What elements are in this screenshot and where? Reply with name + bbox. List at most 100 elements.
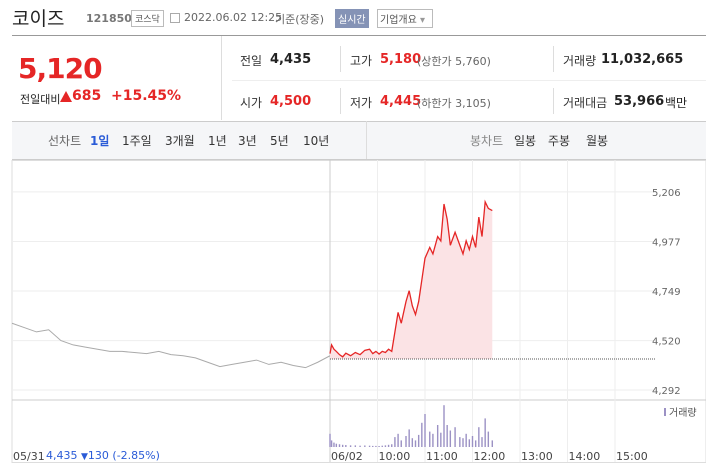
period-tab[interactable]: 10년 [303, 134, 330, 148]
volume-bar [417, 434, 420, 447]
volume-bar [436, 425, 439, 447]
volume-bar [381, 445, 383, 447]
up-arrow [60, 91, 72, 102]
info-unit: 백만 [665, 96, 688, 110]
info-value: 4,435 [270, 52, 312, 67]
divider [232, 80, 706, 81]
info-label: 거래대금 [563, 96, 608, 110]
period-tab[interactable]: 5년 [270, 134, 289, 148]
period-tab[interactable]: 3개월 [165, 134, 195, 148]
legend-label: 거래량 [669, 407, 697, 419]
tab-group-label: 선차트 [48, 134, 82, 148]
price-line [329, 199, 493, 358]
realtime-badge[interactable]: 실시간 [335, 9, 369, 28]
volume-bar [333, 442, 335, 447]
volume-bar [481, 437, 483, 447]
period-tab[interactable]: 3년 [238, 134, 257, 148]
volume-bar [400, 440, 402, 447]
calendar-icon [170, 13, 180, 23]
market-badge: 코스닥 [131, 10, 164, 27]
info-label: 시가 [240, 96, 263, 110]
info-label: 고가 [350, 54, 373, 68]
stock-code: 121850 [86, 12, 132, 25]
volume-bar [405, 436, 407, 447]
volume-bar [391, 444, 393, 447]
volume-bar [394, 437, 396, 447]
volume-bar [484, 418, 486, 447]
volume-bar [349, 445, 352, 447]
volume-bar [335, 443, 338, 447]
footer-quote: 4,435 ▼130 (-2.85%) [46, 449, 160, 462]
company-dropdown[interactable]: 기업개요 ▾ [377, 9, 433, 28]
separator [340, 46, 341, 72]
area-fill [330, 201, 493, 359]
info-value: 53,966 [614, 94, 665, 109]
candle-tab[interactable]: 월봉 [586, 134, 609, 148]
volume-bar [375, 445, 377, 447]
datetime: 2022.06.02 12:25 [184, 11, 283, 24]
price: 5,120 [18, 52, 103, 85]
y-tick-label: 4,749 [652, 287, 681, 298]
volume-bar [411, 438, 414, 447]
price-line [11, 322, 331, 369]
volume-bar [459, 437, 461, 447]
footer-price: 4,435 [46, 449, 78, 462]
volume-bar [368, 445, 371, 447]
volume-bar [408, 429, 410, 447]
x-tick-label: 11:00 [426, 450, 458, 463]
company-label: 기업개요 [380, 15, 417, 26]
period-tab[interactable]: 1일 [90, 134, 110, 148]
volume-bar [432, 433, 434, 447]
volume-bar [465, 433, 467, 447]
info-label: 거래량 [563, 54, 597, 68]
tab-group-label: 봉차트 [470, 134, 504, 148]
x-tick-label: 10:00 [379, 450, 411, 463]
info-label: 저가 [350, 96, 373, 110]
period-tab[interactable]: 1주일 [122, 134, 152, 148]
volume-bar [462, 438, 464, 447]
x-tick-label: 12:00 [474, 450, 506, 463]
period-tab[interactable]: 1년 [208, 134, 227, 148]
separator [553, 88, 554, 114]
y-tick-label: 5,206 [652, 188, 681, 199]
info-value: 4,500 [270, 94, 312, 109]
y-tick-label: 4,520 [652, 337, 681, 348]
change-label: 전일대비 [20, 93, 61, 106]
separator [366, 121, 367, 159]
x-tick-label: 14:00 [569, 450, 601, 463]
separator [340, 88, 341, 114]
volume-bar [424, 414, 426, 447]
info-value: 11,032,665 [601, 52, 684, 67]
candle-tab[interactable]: 일봉 [514, 134, 537, 148]
y-tick-label: 4,292 [652, 386, 681, 397]
legend-swatch [664, 408, 666, 416]
volume-bar [354, 445, 357, 447]
x-tick-label: 15:00 [616, 450, 648, 463]
candle-tab[interactable]: 주봉 [548, 134, 571, 148]
volume-bar [454, 427, 456, 447]
volume-bar [378, 446, 380, 447]
y-tick-label: 4,977 [652, 238, 681, 249]
volume-bar [468, 439, 471, 447]
volume-bar [372, 445, 374, 447]
volume-bar [478, 427, 480, 447]
info-label: 전일 [240, 54, 263, 68]
volume-bar [474, 440, 477, 447]
info-note: (하한가 3,105) [417, 97, 491, 110]
tab-bar [12, 121, 706, 160]
volume-bar [359, 445, 361, 447]
basis: 기준(장중) [275, 13, 325, 26]
price-panel [12, 36, 222, 120]
volume-bar [471, 436, 474, 447]
volume-bar [487, 431, 490, 447]
info-value: 4,445 [380, 94, 422, 109]
volume-bar [384, 445, 387, 447]
x-tick-label: 06/02 [331, 450, 363, 463]
volume-bar [338, 444, 341, 447]
volume-bar [387, 444, 390, 447]
volume-bar [446, 425, 448, 447]
volume-bar [421, 422, 423, 447]
change: 685 [72, 88, 102, 104]
volume-bar [429, 431, 431, 447]
